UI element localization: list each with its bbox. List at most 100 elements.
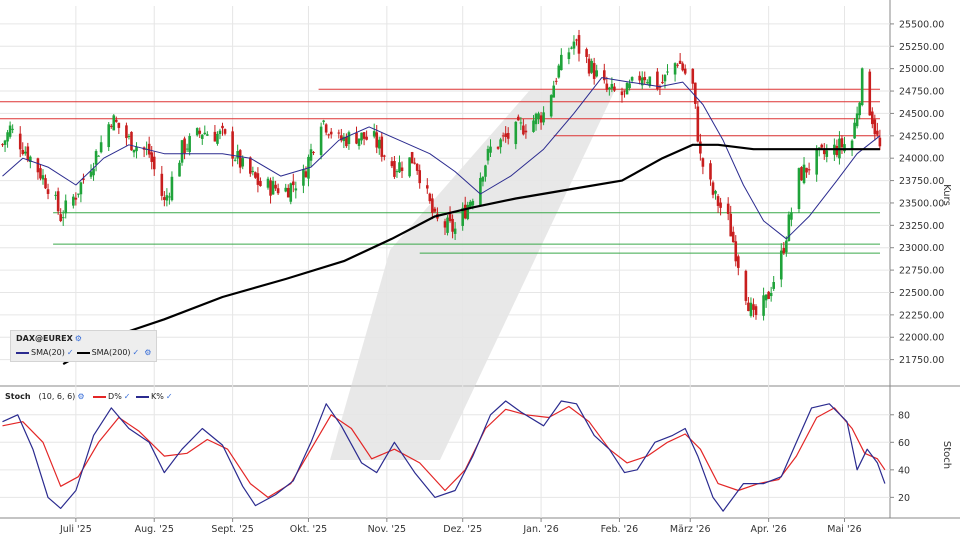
price-tick-label: 25500.00 — [899, 19, 944, 30]
candle-body — [8, 125, 12, 137]
check-icon[interactable]: ✓ — [165, 392, 173, 401]
gear-icon[interactable]: ⚙ — [74, 334, 82, 343]
candle-body — [198, 130, 202, 134]
month-label: Feb. '26 — [601, 524, 639, 535]
candle-body — [767, 291, 770, 299]
candle-body — [302, 169, 305, 186]
candle-body — [858, 102, 861, 116]
price-tick-label: 24250.00 — [899, 131, 944, 142]
candle-body — [21, 149, 25, 155]
candle-body — [188, 136, 191, 153]
price-tick-label: 21750.00 — [899, 355, 944, 366]
candle-body — [772, 282, 775, 289]
check-icon[interactable]: ✓ — [123, 392, 131, 401]
month-label: Jan. '26 — [522, 524, 558, 535]
candle-body — [731, 231, 735, 243]
check-icon[interactable]: ✓ — [66, 348, 74, 357]
candle-body — [519, 122, 523, 124]
candle-body — [238, 150, 242, 168]
candle-body — [683, 68, 687, 74]
candle-body — [61, 217, 65, 219]
candle-body — [398, 162, 401, 173]
candle-body — [572, 41, 576, 49]
candle-body — [577, 35, 581, 54]
stoch-tick-label: 80 — [898, 410, 910, 421]
candle-body — [822, 150, 826, 155]
candle-body — [878, 137, 882, 147]
candle-body — [274, 184, 277, 189]
candle-body — [249, 157, 252, 174]
candle-body — [56, 191, 60, 212]
price-tick-label: 23250.00 — [899, 221, 944, 232]
candle-body — [337, 132, 341, 134]
candle-body — [539, 115, 543, 123]
candle-body — [517, 116, 520, 121]
candle-body — [289, 183, 293, 202]
candle-body — [729, 213, 733, 237]
candle-body — [754, 306, 758, 316]
candle-body — [415, 163, 419, 171]
candle-body — [431, 198, 434, 213]
candle-body — [365, 136, 368, 140]
instrument-label: DAX@EUREX ⚙ — [16, 334, 82, 343]
price-tick-label: 24750.00 — [899, 87, 944, 98]
d-label: D% — [108, 392, 122, 401]
candle-body — [552, 85, 556, 98]
candle-body — [74, 197, 78, 200]
candle-body — [587, 58, 591, 74]
candle-body — [203, 132, 207, 135]
candle-body — [471, 200, 475, 206]
candle-body — [605, 83, 609, 90]
candle-body — [117, 122, 121, 128]
candle-body — [218, 130, 222, 135]
candle-body — [749, 302, 753, 316]
candle-body — [413, 162, 416, 164]
price-axis-title: Kurs — [941, 184, 952, 206]
check-icon[interactable]: ✓ — [132, 348, 140, 357]
sma20-line — [2, 77, 881, 240]
candle-body — [150, 152, 154, 162]
candle-body — [160, 173, 164, 196]
candle-body — [408, 157, 411, 177]
price-tick-label: 24000.00 — [899, 154, 944, 165]
price-tick-label: 25250.00 — [899, 42, 944, 53]
candle-body — [762, 295, 765, 316]
candle-body — [645, 82, 649, 84]
candle-body — [59, 214, 62, 222]
candle-body — [36, 158, 40, 173]
candle-body — [64, 200, 68, 214]
month-label: Okt. '25 — [290, 524, 327, 535]
candle-body — [835, 145, 839, 156]
candle-body — [797, 168, 801, 209]
candle-body — [825, 150, 829, 157]
gear-icon[interactable]: ⚙ — [77, 392, 85, 401]
candle-body — [567, 52, 571, 60]
price-tick-label: 22250.00 — [899, 310, 944, 321]
candle-body — [178, 162, 181, 177]
candle-body — [357, 138, 361, 146]
candle-body — [180, 140, 184, 163]
price-legend: DAX@EUREX ⚙ SMA(20) ✓ SMA(200) ✓ ⚙ — [10, 330, 157, 362]
price-tick-label: 22750.00 — [899, 266, 944, 277]
gear-icon[interactable]: ⚙ — [144, 348, 152, 357]
candle-body — [537, 113, 540, 120]
candle-body — [484, 165, 487, 177]
candle-body — [853, 122, 856, 139]
price-tick-label: 25000.00 — [899, 64, 944, 75]
candle-body — [522, 125, 525, 135]
instrument-name: DAX@EUREX — [16, 334, 73, 343]
candle-body — [223, 129, 227, 134]
stoch-tick-label: 60 — [898, 438, 910, 449]
candle-body — [843, 144, 846, 152]
candle-body — [620, 91, 624, 96]
candle-body — [97, 155, 100, 157]
candle-body — [112, 115, 116, 131]
candle-body — [590, 60, 593, 73]
candle-body — [678, 60, 682, 64]
candle-body — [734, 241, 738, 262]
candle-body — [340, 135, 343, 141]
candle-body — [77, 193, 80, 195]
candle-body — [554, 80, 558, 82]
candle-body — [815, 149, 818, 175]
candle-body — [557, 65, 561, 78]
